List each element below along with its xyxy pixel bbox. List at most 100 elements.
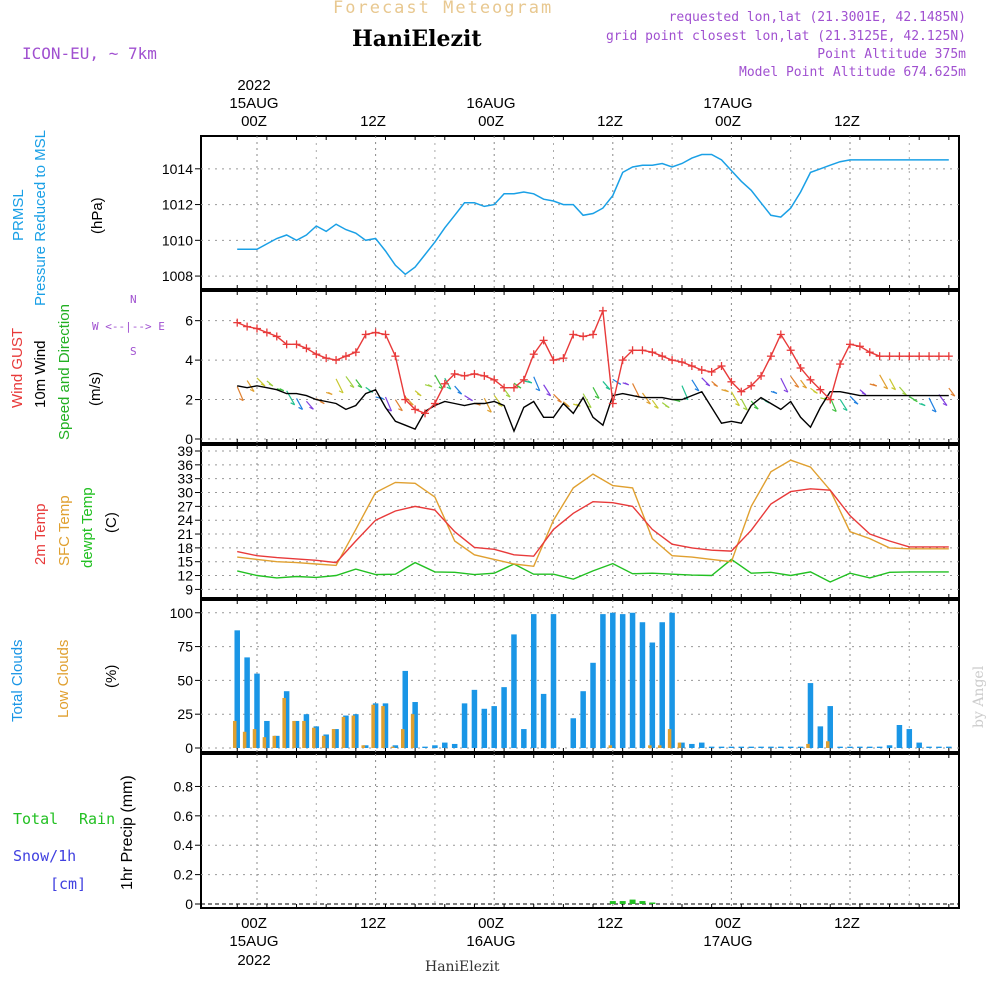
- panel-frame-temp: [200, 444, 960, 599]
- total-cloud-bar: [244, 657, 250, 748]
- grid-point-coords: grid point closest lon,lat (21.3125E, 42…: [605, 29, 966, 44]
- y-tick-label-temp: 12: [177, 568, 193, 584]
- y-tick-label-pressure: 1010: [162, 232, 193, 248]
- wind-direction-arrow: [246, 380, 255, 392]
- total-cloud-bar: [758, 746, 764, 748]
- compass-s: S: [130, 345, 137, 358]
- low-cloud-bar: [391, 746, 395, 748]
- wind-direction-arrowhead: [416, 393, 422, 397]
- low-cloud-bar: [272, 735, 277, 748]
- low-cloud-bar: [262, 737, 267, 748]
- wind-direction-arrowhead: [505, 394, 511, 398]
- total-cloud-bar: [946, 746, 952, 748]
- total-cloud-bar: [718, 746, 725, 748]
- y-tick-label-clouds: 25: [177, 706, 193, 722]
- wind-direction-arrowhead: [802, 385, 807, 389]
- total-cloud-bar: [333, 729, 339, 748]
- wind-direction-arrowhead: [872, 383, 878, 387]
- wind-direction-arrow: [582, 393, 592, 408]
- wind-direction-arrowhead: [279, 388, 285, 392]
- wind-direction-arrow: [898, 386, 907, 396]
- total-cloud-bar: [619, 614, 626, 748]
- wind-direction-arrow: [889, 378, 897, 390]
- total-cloud-bar: [728, 746, 735, 748]
- wind-direction-arrow: [236, 386, 244, 401]
- wind-direction-arrow: [938, 394, 948, 406]
- temp-2m-line: [237, 488, 949, 564]
- wind-direction-arrowhead: [664, 405, 670, 409]
- wind-direction-arrow: [503, 388, 511, 398]
- requested-coords: requested lon,lat (21.3001E, 42.1485N): [668, 10, 966, 25]
- total-cloud-bar: [748, 746, 754, 748]
- total-cloud-bar: [590, 662, 596, 748]
- total-cloud-bar: [422, 746, 428, 748]
- rain-bar: [609, 901, 616, 904]
- total-cloud-bar: [254, 673, 260, 748]
- wind-direction-arrowhead: [743, 407, 748, 411]
- y-tick-label-clouds: 75: [177, 639, 193, 655]
- wind-direction-arrowhead: [249, 388, 255, 393]
- wind-direction-arrow: [305, 400, 314, 410]
- low-cloud-bar: [282, 697, 286, 748]
- legend-rain: Rain: [79, 810, 116, 828]
- panel-frame-precip: [200, 753, 960, 909]
- wind-direction-arrowhead: [446, 386, 452, 390]
- low-cloud-bar: [371, 704, 375, 748]
- y-tick-label-pressure: 1014: [162, 161, 193, 177]
- total-cloud-bar: [402, 670, 408, 748]
- wind-direction-arrow: [928, 397, 937, 413]
- wind-direction-arrow: [740, 398, 748, 411]
- wind-direction-arrowhead: [783, 389, 789, 393]
- wind-direction-arrow: [780, 377, 789, 393]
- wind-direction-arrowhead: [497, 403, 503, 407]
- total-cloud-bar: [283, 691, 290, 748]
- wind-direction-arrowhead: [913, 399, 918, 403]
- low-cloud-bar: [401, 729, 405, 748]
- footer-location: HaniElezit: [425, 959, 500, 975]
- total-cloud-bar: [827, 706, 833, 748]
- wind-direction-arrowhead: [853, 401, 859, 405]
- bottom-tick-00z-2: 00Z: [478, 915, 504, 932]
- wind-direction-arrowhead: [594, 395, 600, 399]
- wind-direction-arrowhead: [238, 398, 244, 402]
- wind-direction-arrowhead: [516, 385, 522, 389]
- low-cloud-bar: [648, 745, 652, 748]
- total-cloud-bar: [313, 726, 320, 748]
- total-cloud-bar: [511, 634, 517, 748]
- low-cloud-bar: [657, 745, 662, 748]
- wind-direction-arrow: [286, 390, 296, 406]
- wind-direction-arrowhead: [338, 390, 344, 394]
- bottom-tick-00z-3: 00Z: [715, 915, 741, 932]
- low-cloud-bar: [302, 720, 306, 748]
- total-cloud-bar: [896, 725, 903, 748]
- legend-snow: Snow/1h: [13, 847, 77, 865]
- bottom-tick-12z-2: 12Z: [597, 915, 623, 932]
- wind-direction-arrowhead: [813, 390, 818, 394]
- total-cloud-bar: [926, 746, 932, 748]
- wind-direction-arrow: [730, 391, 740, 407]
- y-tick-label-temp: 33: [177, 471, 193, 487]
- wind-direction-arrowhead: [427, 384, 433, 388]
- wind-direction-arrow: [750, 400, 759, 410]
- wind-direction-arrow: [641, 392, 651, 405]
- low-cloud-bar: [292, 720, 296, 748]
- rain-bar: [629, 899, 636, 904]
- y-tick-label-temp: 24: [177, 512, 193, 528]
- wind-direction-arrowhead: [535, 388, 541, 392]
- wind-direction-arrowhead: [861, 392, 867, 396]
- top-date-17aug: 17AUG: [703, 95, 753, 112]
- total-cloud-bar: [392, 745, 399, 748]
- product-title: Forecast Meteogram: [333, 0, 554, 18]
- total-cloud-bar: [906, 729, 913, 748]
- wind-direction-arrowhead: [902, 392, 907, 396]
- panel-frame-pressure: [200, 135, 960, 290]
- top-tick-12z-1: 12Z: [360, 113, 386, 130]
- bottom-tick-12z-1: 12Z: [360, 915, 386, 932]
- total-cloud-bar: [471, 689, 478, 748]
- total-cloud-bar: [570, 718, 577, 748]
- wind-direction-arrowhead: [398, 408, 403, 412]
- total-cloud-bar: [362, 745, 369, 748]
- wind-direction-arrow: [533, 376, 541, 391]
- top-tick-12z-2: 12Z: [597, 113, 623, 130]
- y-tick-label-temp: 36: [177, 457, 193, 473]
